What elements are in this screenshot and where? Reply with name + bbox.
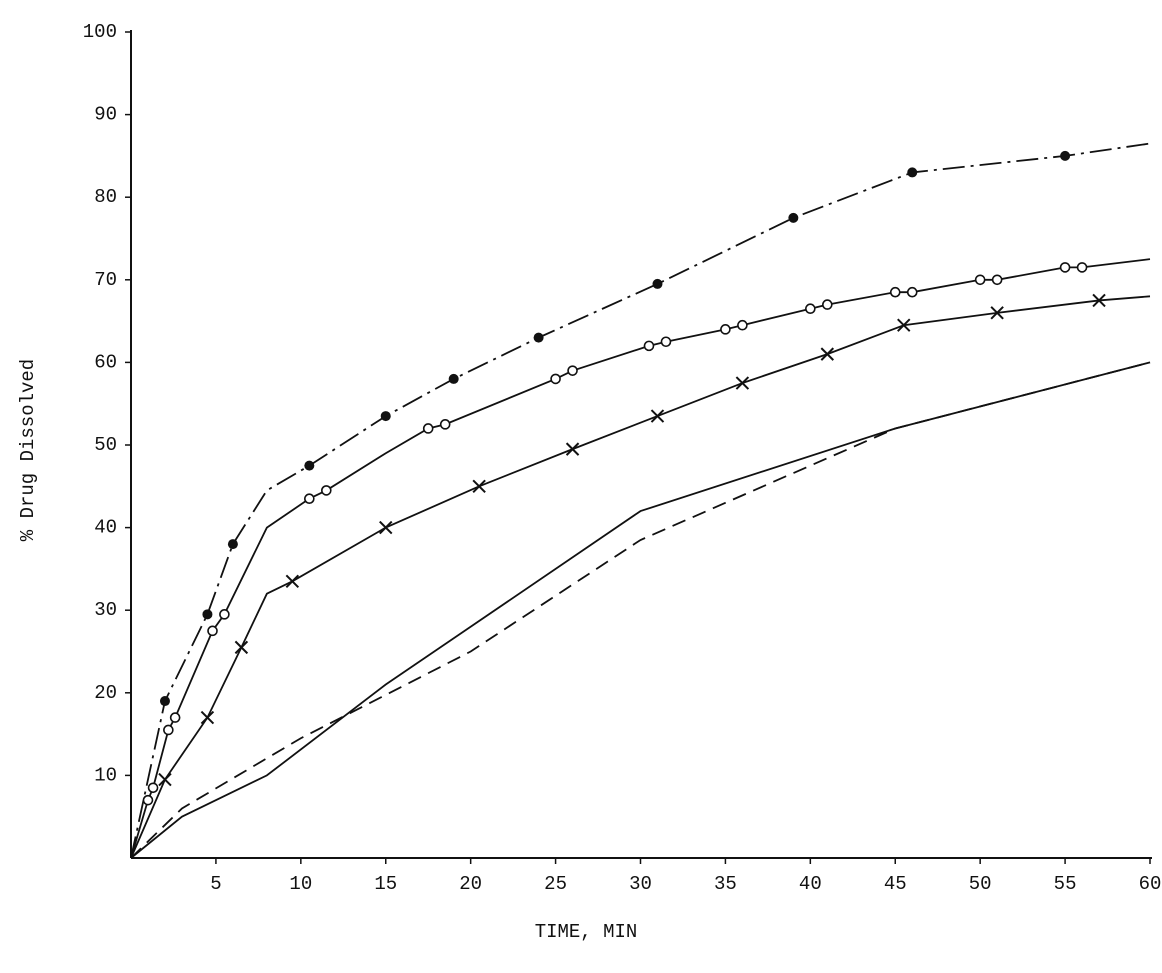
- marker: [1059, 262, 1071, 273]
- marker: [142, 794, 154, 806]
- marker: [379, 520, 393, 535]
- marker: [650, 409, 665, 423]
- marker: [906, 286, 918, 298]
- marker: [991, 274, 1003, 286]
- marker: [219, 609, 230, 620]
- marker: [805, 303, 816, 315]
- marker: [472, 479, 486, 494]
- series-line: [130, 258, 1151, 859]
- y-tick-label: 40: [94, 517, 117, 539]
- x-tick-label: 10: [289, 873, 312, 895]
- x-axis-label: TIME, MIN: [535, 921, 638, 943]
- marker: [234, 640, 249, 655]
- x-tick-label: 25: [544, 873, 567, 895]
- marker: [550, 373, 561, 385]
- y-tick-label: 10: [94, 764, 117, 786]
- y-tick-label: 60: [94, 351, 117, 373]
- marker: [285, 574, 300, 588]
- marker: [1092, 293, 1106, 308]
- x-tick-label: 45: [884, 873, 907, 895]
- marker: [304, 493, 315, 504]
- marker: [169, 712, 181, 723]
- marker: [439, 419, 451, 430]
- y-tick-label: 90: [94, 104, 117, 126]
- x-tick-label: 35: [714, 873, 737, 895]
- marker: [147, 782, 159, 794]
- series-line: [130, 142, 1151, 859]
- marker: [788, 212, 799, 223]
- marker: [200, 710, 215, 725]
- series-line: [130, 361, 1151, 859]
- marker: [660, 336, 672, 348]
- y-axis-label: % Drug Dissolved: [17, 359, 39, 541]
- marker: [652, 278, 663, 289]
- series-line: [130, 295, 1151, 859]
- marker: [533, 332, 544, 343]
- marker: [304, 460, 315, 471]
- marker: [163, 724, 174, 736]
- marker: [422, 423, 434, 434]
- x-tick-label: 15: [374, 873, 397, 895]
- marker: [735, 376, 750, 390]
- marker: [974, 274, 986, 286]
- marker: [897, 318, 911, 332]
- marker: [907, 167, 918, 178]
- x-tick-label: 55: [1054, 873, 1077, 895]
- x-tick-label: 20: [459, 873, 482, 895]
- marker: [820, 347, 835, 361]
- marker: [380, 411, 391, 422]
- y-tick-label: 50: [94, 434, 117, 456]
- y-tick-label: 100: [83, 21, 117, 43]
- y-tick-label: 70: [94, 269, 117, 291]
- y-tick-label: 80: [94, 186, 117, 208]
- marker: [158, 772, 172, 787]
- x-tick-label: 40: [799, 873, 822, 895]
- y-tick-label: 30: [94, 599, 117, 621]
- marker: [643, 340, 655, 352]
- x-tick-label: 30: [629, 873, 652, 895]
- series-line: [130, 361, 1151, 859]
- marker: [227, 539, 238, 550]
- marker: [202, 609, 213, 620]
- marker: [720, 324, 731, 335]
- marker: [567, 365, 578, 376]
- marker: [822, 299, 833, 310]
- marker: [737, 319, 748, 331]
- marker: [889, 286, 901, 298]
- x-tick-label: 50: [969, 873, 992, 895]
- marker: [990, 306, 1004, 320]
- marker: [207, 625, 218, 637]
- marker: [159, 696, 170, 707]
- x-tick-label: 60: [1139, 873, 1162, 895]
- y-tick-label: 20: [94, 682, 117, 704]
- marker: [1060, 150, 1071, 161]
- marker: [1076, 262, 1088, 273]
- marker: [448, 373, 459, 384]
- marker: [565, 442, 580, 456]
- x-tick-label: 5: [210, 873, 221, 895]
- marker: [321, 485, 332, 496]
